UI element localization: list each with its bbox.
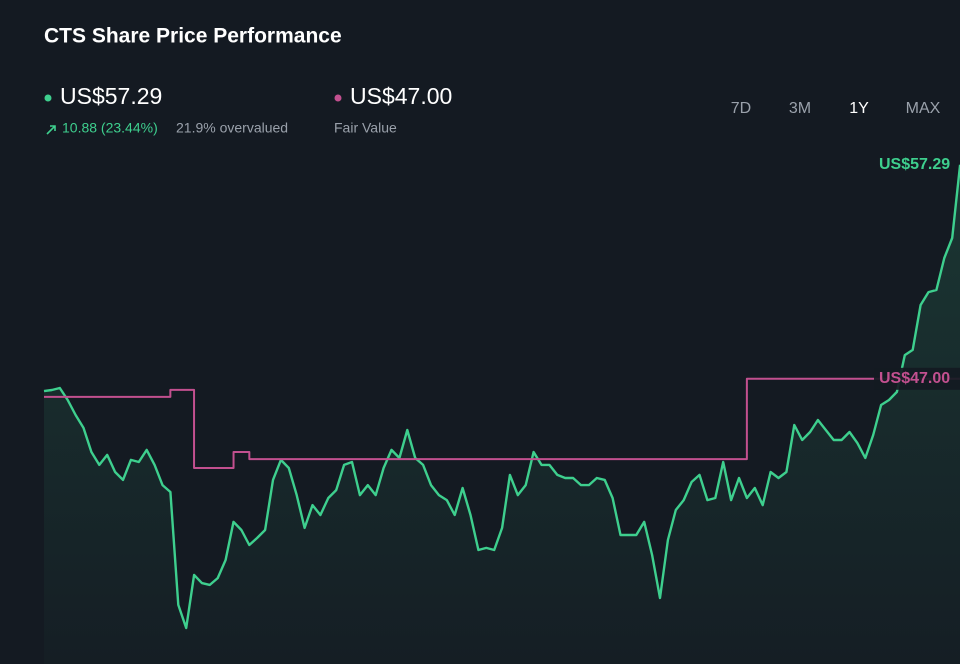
- range-button[interactable]: 3M: [789, 100, 811, 117]
- valuation-status: 21.9% overvalued: [176, 120, 288, 136]
- price-change: 10.88 (23.44%): [62, 120, 158, 136]
- plot: US$57.29 US$47.00: [43, 156, 960, 664]
- price-dot: [44, 94, 52, 102]
- up-arrow-icon: [46, 125, 56, 135]
- price-line: [43, 164, 960, 630]
- price: US$57.29: [60, 83, 162, 109]
- fair-value-dot: [334, 94, 342, 102]
- range-button[interactable]: 1Y: [849, 100, 869, 117]
- end-label-bg: [874, 367, 960, 390]
- range-button[interactable]: MAX: [906, 100, 941, 117]
- range-selector: 7D 3M 1Y MAX: [731, 100, 941, 117]
- fair-value: US$47.00: [350, 83, 452, 109]
- range-button[interactable]: 7D: [731, 100, 751, 117]
- price-area: [44, 165, 960, 664]
- end-label: US$57.29: [879, 156, 950, 173]
- end-label: US$47.00: [879, 370, 950, 387]
- fair-value-line: [44, 377, 960, 470]
- title: CTS Share Price Performance: [44, 25, 342, 48]
- fair-value-caption: Fair Value: [334, 120, 397, 136]
